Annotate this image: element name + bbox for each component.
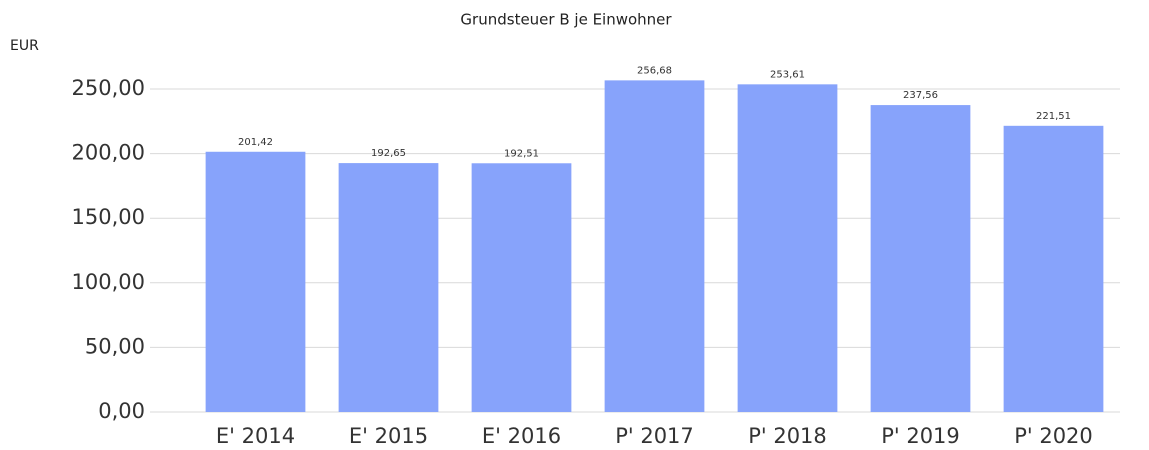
x-tick-label: E' 2016 — [482, 424, 561, 448]
data-label: 201,42 — [238, 137, 273, 148]
chart-title: Grundsteuer B je Einwohner — [460, 11, 672, 29]
data-label: 256,68 — [637, 65, 672, 76]
x-tick-label: E' 2015 — [349, 424, 428, 448]
y-tick-label: 200,00 — [72, 141, 145, 165]
x-tick-label: E' 2014 — [216, 424, 295, 448]
y-tick-label: 50,00 — [85, 334, 145, 358]
data-label: 221,51 — [1036, 111, 1071, 122]
x-tick-label: P' 2018 — [748, 424, 827, 448]
x-tick-label: P' 2019 — [881, 424, 960, 448]
data-label: 253,61 — [770, 69, 805, 80]
x-tick-label: P' 2017 — [615, 424, 694, 448]
data-label: 237,56 — [903, 90, 938, 101]
bar — [205, 151, 306, 412]
bar — [338, 163, 439, 412]
y-tick-label: 250,00 — [72, 76, 145, 100]
bar — [471, 163, 572, 412]
y-tick-label: 0,00 — [98, 399, 145, 423]
y-tick-label: 100,00 — [72, 270, 145, 294]
bar — [1003, 125, 1104, 412]
bar — [870, 105, 971, 412]
y-tick-label: 150,00 — [72, 205, 145, 229]
bar — [737, 84, 838, 412]
x-tick-label: P' 2020 — [1014, 424, 1093, 448]
data-label: 192,51 — [504, 148, 539, 159]
bar — [604, 80, 705, 412]
y-axis-label: EUR — [10, 38, 39, 54]
data-label: 192,65 — [371, 148, 406, 159]
